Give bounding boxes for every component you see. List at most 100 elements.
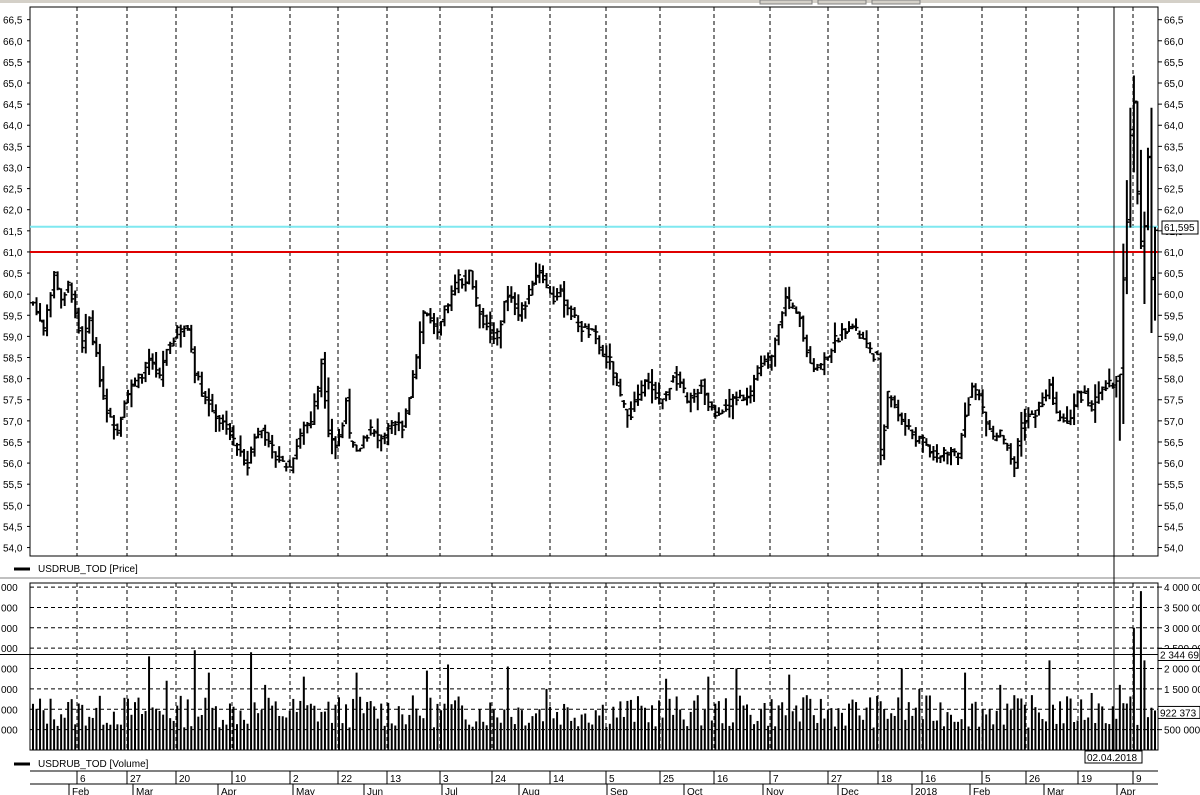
x-tick-label: 16 <box>925 774 937 785</box>
price-bar <box>248 446 254 464</box>
price-bar <box>487 311 493 344</box>
price-bar <box>382 432 388 445</box>
price-y-tick-label: 59,5 <box>3 311 23 322</box>
price-y-tick-label: 62,0 <box>3 206 23 217</box>
price-bar <box>885 390 891 429</box>
price-bar <box>171 337 177 347</box>
price-bar <box>842 328 848 339</box>
price-bar <box>199 371 205 397</box>
price-bar <box>1004 442 1010 451</box>
volume-y-tick-label: 000 <box>1 603 18 614</box>
price-bar <box>192 346 198 384</box>
price-bar <box>139 373 145 384</box>
price-bar <box>364 434 370 442</box>
price-y-tick-label: 57,5 <box>3 396 23 407</box>
price-bar <box>1036 401 1042 416</box>
price-bar <box>670 375 676 383</box>
price-bar <box>1099 386 1105 401</box>
price-bar <box>178 324 184 348</box>
price-bar <box>438 320 444 336</box>
price-y-tick-label: 59,0 <box>3 332 23 343</box>
price-vertical-grid <box>76 7 1134 556</box>
price-bar <box>730 393 736 420</box>
volume-y-axis-left: 000 000 000 000 000 000 000 000 <box>1 583 18 737</box>
price-y-tick-label: 63,0 <box>1164 163 1184 174</box>
price-bar <box>375 418 381 449</box>
price-y-tick-label: 65,5 <box>3 58 23 69</box>
price-bar <box>294 438 300 460</box>
price-y-tick-label: 65,0 <box>3 79 23 90</box>
price-legend-label: USDRUB_TOD [Price] <box>38 564 138 575</box>
price-bar <box>744 387 750 406</box>
price-bar <box>185 324 191 331</box>
price-bar <box>322 351 328 409</box>
price-bar <box>37 303 43 322</box>
price-bar <box>202 390 208 405</box>
price-bar <box>477 304 483 329</box>
price-bar <box>347 388 353 439</box>
price-bar <box>392 420 398 436</box>
price-bar <box>748 385 754 404</box>
price-bar <box>667 387 673 400</box>
price-bar <box>206 388 212 417</box>
price-bar <box>410 370 416 399</box>
price-bar <box>987 420 993 431</box>
volume-y-tick-label: 2 000 000 <box>1164 665 1200 676</box>
x-tick-label: 7 <box>773 774 779 785</box>
price-bar <box>526 285 532 305</box>
price-bar <box>1018 411 1024 457</box>
price-bar <box>498 320 504 349</box>
price-bar <box>874 350 880 356</box>
price-bar <box>143 361 149 383</box>
x-month-label: Mar <box>136 787 154 795</box>
price-bar <box>442 305 448 327</box>
price-bar <box>853 318 859 331</box>
price-bar <box>895 399 901 422</box>
price-bar <box>674 366 680 391</box>
price-bar <box>1148 107 1154 333</box>
price-bar <box>976 389 982 401</box>
price-bar <box>1085 388 1091 407</box>
volume-y-tick-label: 000 <box>1 583 18 594</box>
price-bar <box>449 285 455 312</box>
volume-y-tick-label: 3 000 000 <box>1164 624 1200 635</box>
price-y-tick-label: 56,5 <box>3 438 23 449</box>
price-bar <box>1138 149 1144 249</box>
price-y-tick-label: 65,5 <box>1164 58 1184 69</box>
volume-plot-area <box>29 582 1159 751</box>
price-bar <box>1082 385 1088 394</box>
price-y-tick-label: 59,5 <box>1164 311 1184 322</box>
price-bar <box>755 365 761 381</box>
price-bar <box>213 404 219 433</box>
price-bar <box>635 384 641 406</box>
price-y-tick-label: 66,5 <box>3 16 23 27</box>
price-bar <box>937 455 943 464</box>
x-tick-label: 2 <box>293 774 299 785</box>
price-bar <box>1120 243 1126 424</box>
price-y-tick-label: 64,0 <box>3 121 23 132</box>
cursor-date-label: 02.04.2018 <box>1087 753 1137 764</box>
price-bar <box>385 423 391 446</box>
price-bar <box>505 285 511 312</box>
x-month-label: Sep <box>610 787 628 795</box>
price-bar <box>325 377 331 438</box>
price-bar <box>34 297 40 316</box>
price-y-tick-label: 56,0 <box>1164 459 1184 470</box>
price-bar <box>804 334 810 358</box>
x-tick-label: 22 <box>341 774 353 785</box>
price-y-tick-label: 57,0 <box>3 417 23 428</box>
price-bar <box>846 321 852 333</box>
volume-grid <box>30 583 1158 750</box>
price-bar <box>551 286 557 305</box>
price-bar <box>431 313 437 335</box>
price-bar <box>515 294 521 321</box>
price-bar <box>1089 400 1095 412</box>
price-bar <box>966 397 972 417</box>
price-bar <box>529 280 535 296</box>
price-bar <box>691 388 697 403</box>
price-bar <box>1029 410 1035 416</box>
price-bar <box>107 407 113 418</box>
price-bar <box>828 348 834 364</box>
price-y-tick-label: 61,5 <box>3 227 23 238</box>
